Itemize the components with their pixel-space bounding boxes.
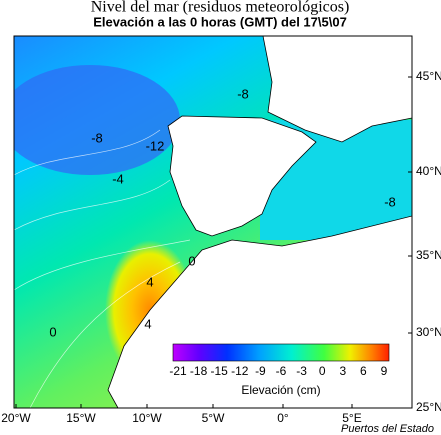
latitude-label: 35°N: [416, 248, 441, 262]
colorbar-tick-label: 9: [381, 364, 388, 378]
contour-label: 0: [49, 324, 56, 339]
colorbar-label: Elevación (cm): [241, 383, 320, 397]
colorbar-tick-label: -15: [211, 364, 229, 378]
colorbar-tick-label: -18: [190, 364, 208, 378]
colorbar-tick-label: -6: [276, 364, 287, 378]
contour-label: -8: [91, 130, 103, 145]
longitude-label: 15°W: [66, 411, 96, 425]
credit: Puertos del Estado: [341, 423, 434, 435]
longitude-label: 5°E: [342, 411, 361, 425]
colorbar: [172, 343, 390, 362]
low-area: [14, 65, 180, 175]
subtitle: Elevación a las 0 horas (GMT) del 17\5\0…: [93, 14, 347, 29]
contour-label: 4: [146, 274, 153, 289]
longitude-label: 0°: [277, 411, 289, 425]
contour-label: 0: [188, 253, 195, 268]
longitude-label: 20°W: [1, 411, 31, 425]
contour-label: 4: [144, 316, 151, 331]
colorbar-tick-label: -21: [169, 364, 187, 378]
contour-label: -4: [112, 171, 124, 186]
colorbar-tick-label: 0: [319, 364, 326, 378]
latitude-label: 40°N: [416, 164, 441, 178]
colorbar-tick-label: 3: [339, 364, 346, 378]
colorbar-tick-label: 6: [360, 364, 367, 378]
latitude-label: 45°N: [416, 69, 441, 83]
contours: [14, 129, 191, 408]
longitude-label: 10°W: [132, 411, 162, 425]
iberia: [167, 115, 317, 237]
latitude-label: 25°N: [416, 400, 441, 414]
contour-label: -12: [146, 138, 165, 153]
contour-label: -8: [384, 194, 396, 209]
latitude-label: 30°N: [416, 325, 441, 339]
france: [262, 36, 412, 143]
colorbar-tick-label: -9: [255, 364, 266, 378]
colorbar-tick-label: -12: [231, 364, 249, 378]
longitude-label: 5°W: [202, 411, 225, 425]
contour-label: -8: [237, 86, 249, 101]
colorbar-tick-label: -3: [296, 364, 307, 378]
title: Nivel del mar (residuos meteorológicos): [91, 0, 350, 16]
